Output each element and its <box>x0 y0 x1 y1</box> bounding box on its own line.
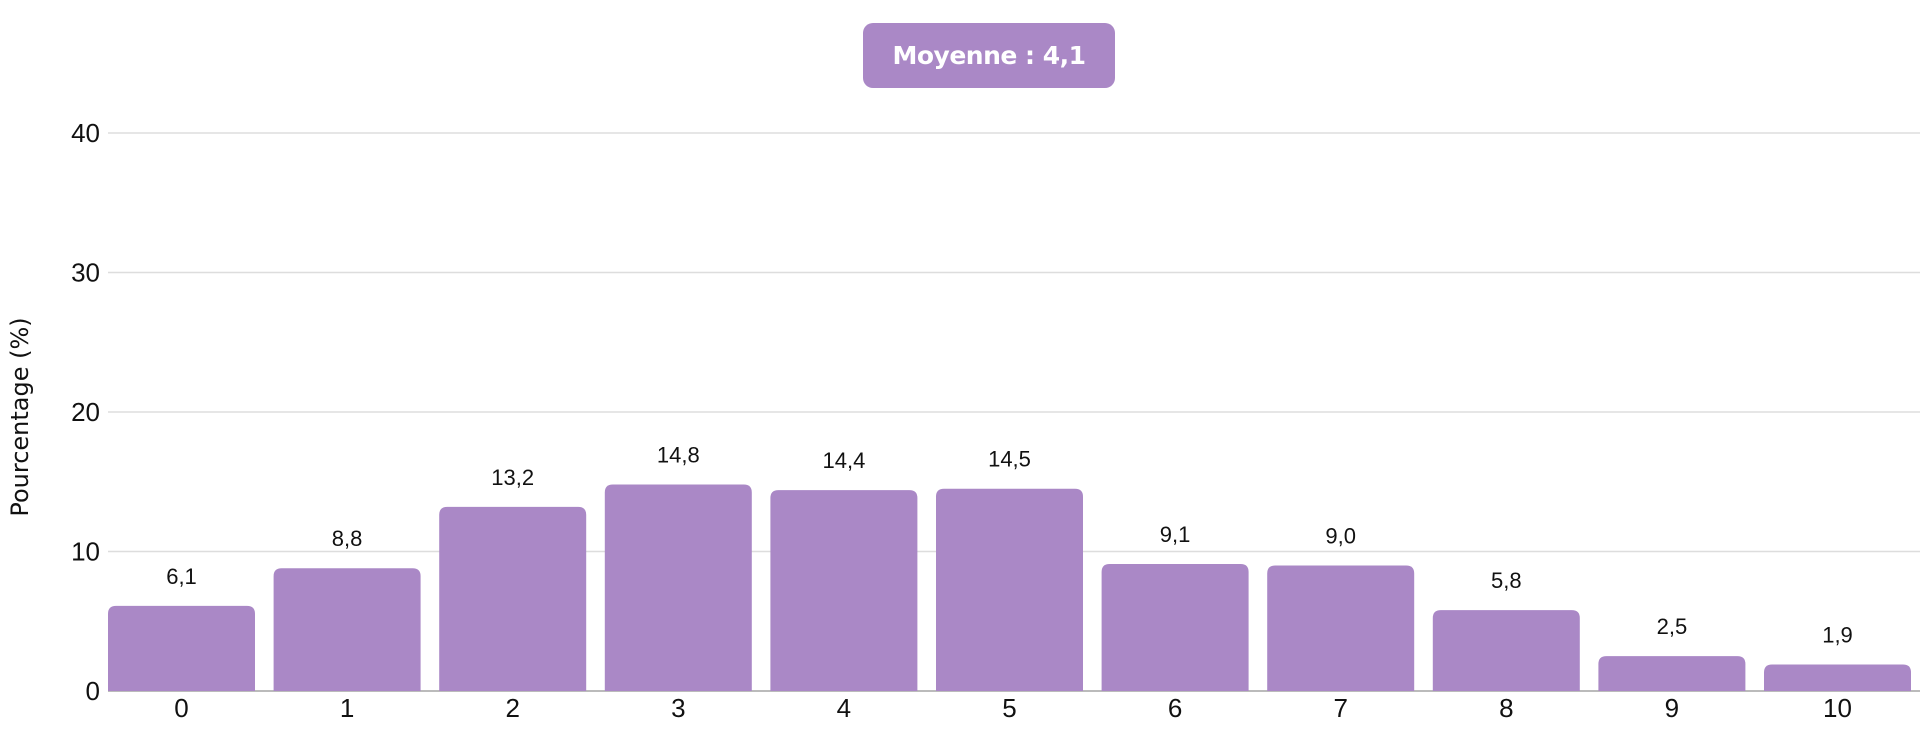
bar-6 <box>1101 564 1249 691</box>
value-labels: 6,1 8,8 13,2 14,8 14,4 14,5 9,1 9,0 5,8 2,5 1,9 <box>166 443 1853 648</box>
y-axis-ticks: 0 10 20 30 40 <box>71 118 100 706</box>
value-label-7: 9,0 <box>1325 523 1356 548</box>
y-tick-label: 30 <box>71 258 100 288</box>
value-label-1: 8,8 <box>332 526 363 551</box>
bar-4 <box>770 490 918 691</box>
x-tick-label-3: 3 <box>671 693 685 723</box>
value-label-3: 14,8 <box>657 443 700 468</box>
bar-1 <box>273 568 421 691</box>
x-tick-label-7: 7 <box>1333 693 1347 723</box>
mean-badge: Moyenne : 4,1 <box>863 23 1115 88</box>
y-axis-title: Pourcentage (%) <box>6 317 34 516</box>
value-label-8: 5,8 <box>1491 568 1522 593</box>
y-tick-label: 10 <box>71 537 100 567</box>
bar-2 <box>439 506 587 691</box>
x-tick-label-8: 8 <box>1499 693 1513 723</box>
x-tick-label-5: 5 <box>1002 693 1016 723</box>
value-label-0: 6,1 <box>166 564 197 589</box>
bar-9 <box>1598 656 1746 691</box>
bar-8 <box>1432 610 1580 691</box>
value-label-9: 2,5 <box>1657 614 1688 639</box>
bar-3 <box>604 484 752 691</box>
value-label-10: 1,9 <box>1822 622 1853 647</box>
x-tick-label-10: 10 <box>1823 693 1852 723</box>
y-tick-label: 0 <box>86 676 100 706</box>
x-tick-label-2: 2 <box>505 693 519 723</box>
value-label-6: 9,1 <box>1160 522 1191 547</box>
bar-5 <box>936 488 1083 691</box>
bar-7 <box>1267 565 1415 691</box>
y-tick-label: 40 <box>71 118 100 148</box>
bar-0 <box>108 605 255 691</box>
bars <box>108 484 1911 691</box>
x-tick-label-0: 0 <box>174 693 188 723</box>
bar-10 <box>1764 664 1911 691</box>
x-tick-label-9: 9 <box>1665 693 1679 723</box>
mean-badge-label: Moyenne : 4,1 <box>892 41 1086 70</box>
x-tick-label-1: 1 <box>340 693 354 723</box>
value-label-5: 14,5 <box>988 447 1031 472</box>
x-tick-label-6: 6 <box>1168 693 1182 723</box>
x-axis-ticks: 0 1 2 3 4 5 6 7 8 9 10 <box>174 693 1852 723</box>
y-tick-label: 20 <box>71 397 100 427</box>
x-tick-label-4: 4 <box>837 693 851 723</box>
value-label-2: 13,2 <box>491 465 534 490</box>
value-label-4: 14,4 <box>822 448 865 473</box>
